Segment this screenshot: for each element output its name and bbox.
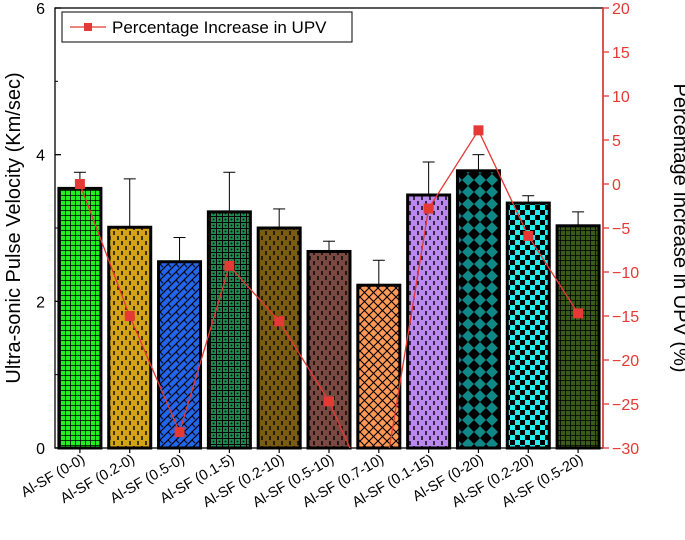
legend: Percentage Increase in UPV bbox=[61, 11, 353, 43]
percentage-point bbox=[124, 311, 135, 321]
left-tick-label: 6 bbox=[36, 1, 45, 18]
bar-pattern bbox=[457, 170, 500, 449]
percentage-point bbox=[573, 308, 584, 319]
bar-pattern bbox=[108, 227, 151, 448]
right-tick-label: −15 bbox=[612, 309, 639, 326]
right-tick-label: 0 bbox=[612, 177, 621, 194]
right-tick-label: −20 bbox=[612, 353, 639, 370]
bar-pattern bbox=[308, 251, 350, 448]
right-axis: 20 15 10 5 0 −5 −10 −15 −20 −25 −30 bbox=[602, 1, 639, 458]
legend-marker-swatch bbox=[84, 23, 92, 31]
bar-pattern bbox=[208, 211, 251, 448]
error-bars-group bbox=[73, 154, 585, 286]
percentage-point bbox=[473, 125, 484, 136]
right-axis-title: Percentage Increase in UPV (%) bbox=[669, 83, 685, 372]
right-tick-label: 5 bbox=[612, 133, 621, 150]
legend-label: Percentage Increase in UPV bbox=[112, 18, 327, 37]
percentage-point bbox=[74, 179, 85, 189]
bars-group bbox=[57, 169, 601, 450]
right-tick-label: −25 bbox=[612, 397, 639, 414]
bar-pattern bbox=[158, 261, 201, 448]
percentage-point bbox=[523, 230, 534, 241]
right-tick-label: 10 bbox=[612, 89, 630, 106]
right-tick-label: 20 bbox=[612, 1, 630, 18]
right-tick-label: −10 bbox=[612, 265, 639, 282]
bar-pattern bbox=[507, 203, 550, 448]
percentage-point bbox=[174, 427, 185, 438]
bar-pattern bbox=[258, 228, 301, 448]
left-axis: 0 2 4 6 bbox=[36, 1, 61, 458]
left-tick-label: 0 bbox=[36, 441, 45, 458]
left-axis-title: Ultra-sonic Pulse Velocity (Km/sec) bbox=[3, 72, 25, 383]
x-axis-categories: Al-SF (0-0)Al-SF (0.2-0)Al-SF (0.5-0)Al-… bbox=[19, 448, 586, 511]
left-tick-label: 4 bbox=[36, 148, 45, 165]
bar-pattern bbox=[357, 285, 400, 448]
legend-box bbox=[61, 11, 353, 43]
percentage-point bbox=[224, 260, 235, 271]
left-tick-label: 2 bbox=[36, 294, 45, 311]
percentage-point bbox=[423, 203, 434, 214]
right-tick-label: −30 bbox=[612, 441, 639, 458]
percentage-point bbox=[274, 316, 285, 327]
bar-pattern bbox=[58, 188, 101, 448]
percentage-point bbox=[324, 396, 334, 407]
bar-pattern bbox=[557, 225, 600, 448]
bar-pattern bbox=[407, 195, 450, 448]
right-tick-label: −5 bbox=[612, 221, 630, 238]
right-tick-label: 15 bbox=[612, 45, 630, 62]
percentage-line-group bbox=[74, 125, 584, 448]
